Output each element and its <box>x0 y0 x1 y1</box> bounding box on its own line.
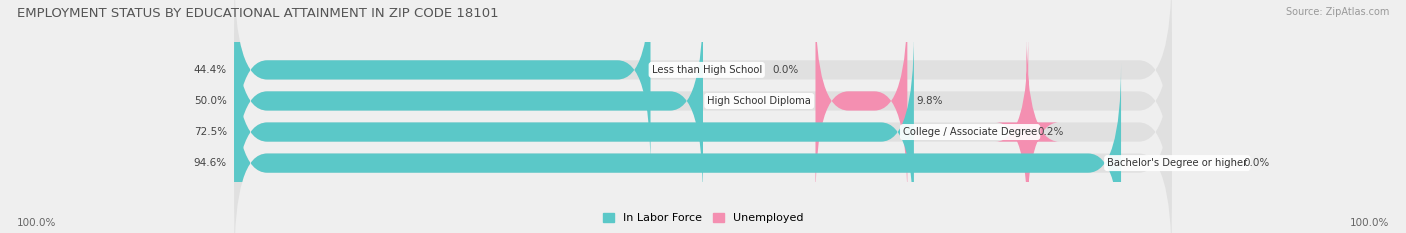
FancyBboxPatch shape <box>235 0 651 169</box>
Legend: In Labor Force, Unemployed: In Labor Force, Unemployed <box>598 208 808 227</box>
Text: College / Associate Degree: College / Associate Degree <box>903 127 1038 137</box>
Text: 0.2%: 0.2% <box>1038 127 1064 137</box>
Text: 100.0%: 100.0% <box>17 218 56 228</box>
FancyBboxPatch shape <box>815 2 907 200</box>
FancyBboxPatch shape <box>235 33 914 231</box>
Text: EMPLOYMENT STATUS BY EDUCATIONAL ATTAINMENT IN ZIP CODE 18101: EMPLOYMENT STATUS BY EDUCATIONAL ATTAINM… <box>17 7 499 20</box>
FancyBboxPatch shape <box>995 33 1059 231</box>
Text: Source: ZipAtlas.com: Source: ZipAtlas.com <box>1285 7 1389 17</box>
Text: 0.0%: 0.0% <box>772 65 799 75</box>
Text: 44.4%: 44.4% <box>194 65 226 75</box>
Text: 0.0%: 0.0% <box>1243 158 1270 168</box>
FancyBboxPatch shape <box>235 64 1171 233</box>
Text: High School Diploma: High School Diploma <box>707 96 811 106</box>
Text: Bachelor's Degree or higher: Bachelor's Degree or higher <box>1107 158 1247 168</box>
FancyBboxPatch shape <box>235 2 703 200</box>
FancyBboxPatch shape <box>235 0 1171 169</box>
Text: 50.0%: 50.0% <box>194 96 226 106</box>
FancyBboxPatch shape <box>235 2 1171 200</box>
FancyBboxPatch shape <box>235 33 1171 231</box>
Text: 72.5%: 72.5% <box>194 127 226 137</box>
Text: 100.0%: 100.0% <box>1350 218 1389 228</box>
Text: Less than High School: Less than High School <box>651 65 762 75</box>
Text: 9.8%: 9.8% <box>917 96 943 106</box>
FancyBboxPatch shape <box>235 64 1121 233</box>
Text: 94.6%: 94.6% <box>194 158 226 168</box>
